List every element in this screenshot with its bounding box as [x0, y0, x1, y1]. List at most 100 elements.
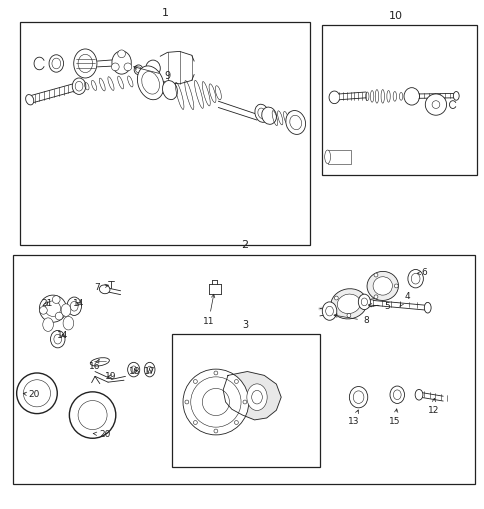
Ellipse shape — [348, 386, 367, 408]
Bar — [327, 150, 350, 163]
Ellipse shape — [26, 95, 34, 105]
Ellipse shape — [70, 301, 78, 311]
Ellipse shape — [322, 302, 336, 320]
Circle shape — [193, 420, 197, 425]
Circle shape — [193, 380, 197, 383]
Circle shape — [40, 306, 47, 314]
Ellipse shape — [257, 108, 265, 119]
Circle shape — [118, 50, 125, 58]
Ellipse shape — [137, 66, 164, 100]
Ellipse shape — [74, 49, 97, 78]
Text: 4: 4 — [399, 292, 409, 306]
Ellipse shape — [352, 391, 363, 404]
Ellipse shape — [414, 389, 422, 400]
Circle shape — [111, 63, 119, 71]
Circle shape — [234, 420, 238, 425]
Ellipse shape — [424, 302, 430, 313]
Ellipse shape — [72, 78, 86, 95]
Bar — [13, 254, 474, 484]
Circle shape — [136, 67, 141, 73]
Circle shape — [55, 312, 63, 320]
Text: 21: 21 — [41, 299, 52, 308]
Text: 1: 1 — [161, 9, 168, 18]
Circle shape — [346, 314, 350, 318]
Ellipse shape — [147, 366, 152, 373]
Circle shape — [69, 392, 116, 438]
Text: 17: 17 — [144, 367, 155, 376]
Ellipse shape — [389, 386, 404, 404]
Text: 8: 8 — [333, 314, 368, 325]
Ellipse shape — [75, 81, 83, 91]
Ellipse shape — [99, 285, 110, 294]
Circle shape — [213, 371, 217, 375]
Circle shape — [190, 377, 241, 427]
Circle shape — [78, 401, 107, 430]
Ellipse shape — [358, 294, 370, 309]
Ellipse shape — [337, 294, 360, 314]
Ellipse shape — [261, 107, 276, 124]
Ellipse shape — [112, 51, 131, 74]
Ellipse shape — [361, 298, 367, 306]
Ellipse shape — [43, 318, 53, 331]
Text: 11: 11 — [202, 294, 214, 326]
Ellipse shape — [407, 269, 423, 288]
Circle shape — [202, 388, 229, 415]
Bar — [20, 22, 310, 245]
Ellipse shape — [246, 384, 267, 410]
Text: 7: 7 — [94, 283, 108, 292]
Ellipse shape — [325, 306, 333, 316]
Text: 20: 20 — [23, 390, 39, 399]
Circle shape — [52, 296, 60, 303]
Ellipse shape — [54, 334, 61, 344]
Text: 12: 12 — [427, 399, 439, 415]
Text: 20: 20 — [93, 430, 110, 439]
Text: 15: 15 — [388, 409, 400, 426]
Ellipse shape — [61, 304, 71, 317]
Text: 9: 9 — [134, 66, 170, 80]
Text: 2: 2 — [241, 240, 248, 249]
Ellipse shape — [131, 366, 136, 373]
Ellipse shape — [255, 104, 268, 122]
Bar — [172, 334, 319, 467]
Circle shape — [424, 94, 446, 115]
Ellipse shape — [162, 80, 177, 100]
Circle shape — [23, 380, 50, 407]
Circle shape — [373, 295, 377, 299]
Text: 3: 3 — [242, 321, 247, 330]
Circle shape — [39, 295, 66, 322]
Circle shape — [45, 301, 60, 317]
Text: 18: 18 — [129, 367, 140, 376]
Ellipse shape — [63, 317, 74, 330]
Circle shape — [16, 373, 57, 414]
Ellipse shape — [330, 289, 366, 319]
Bar — [322, 25, 476, 175]
Circle shape — [242, 400, 246, 404]
Ellipse shape — [144, 362, 155, 377]
Ellipse shape — [403, 88, 419, 105]
Ellipse shape — [324, 150, 330, 163]
Ellipse shape — [393, 390, 400, 400]
Text: 13: 13 — [347, 410, 359, 426]
Text: 10: 10 — [389, 11, 403, 21]
Ellipse shape — [251, 390, 262, 404]
Ellipse shape — [134, 65, 143, 75]
Text: 14: 14 — [73, 299, 85, 308]
Circle shape — [213, 429, 217, 433]
Text: 5: 5 — [368, 302, 390, 311]
Circle shape — [373, 273, 377, 277]
Circle shape — [393, 284, 397, 288]
Polygon shape — [223, 372, 281, 420]
Text: 6: 6 — [417, 268, 426, 277]
Circle shape — [431, 101, 439, 108]
Ellipse shape — [372, 277, 392, 295]
Text: 19: 19 — [105, 372, 117, 381]
Ellipse shape — [453, 92, 458, 100]
Ellipse shape — [52, 58, 60, 69]
Circle shape — [184, 400, 188, 404]
Ellipse shape — [285, 110, 305, 134]
Ellipse shape — [67, 297, 81, 316]
Ellipse shape — [289, 116, 301, 130]
Ellipse shape — [127, 362, 139, 377]
Ellipse shape — [366, 271, 398, 300]
Ellipse shape — [78, 54, 92, 73]
